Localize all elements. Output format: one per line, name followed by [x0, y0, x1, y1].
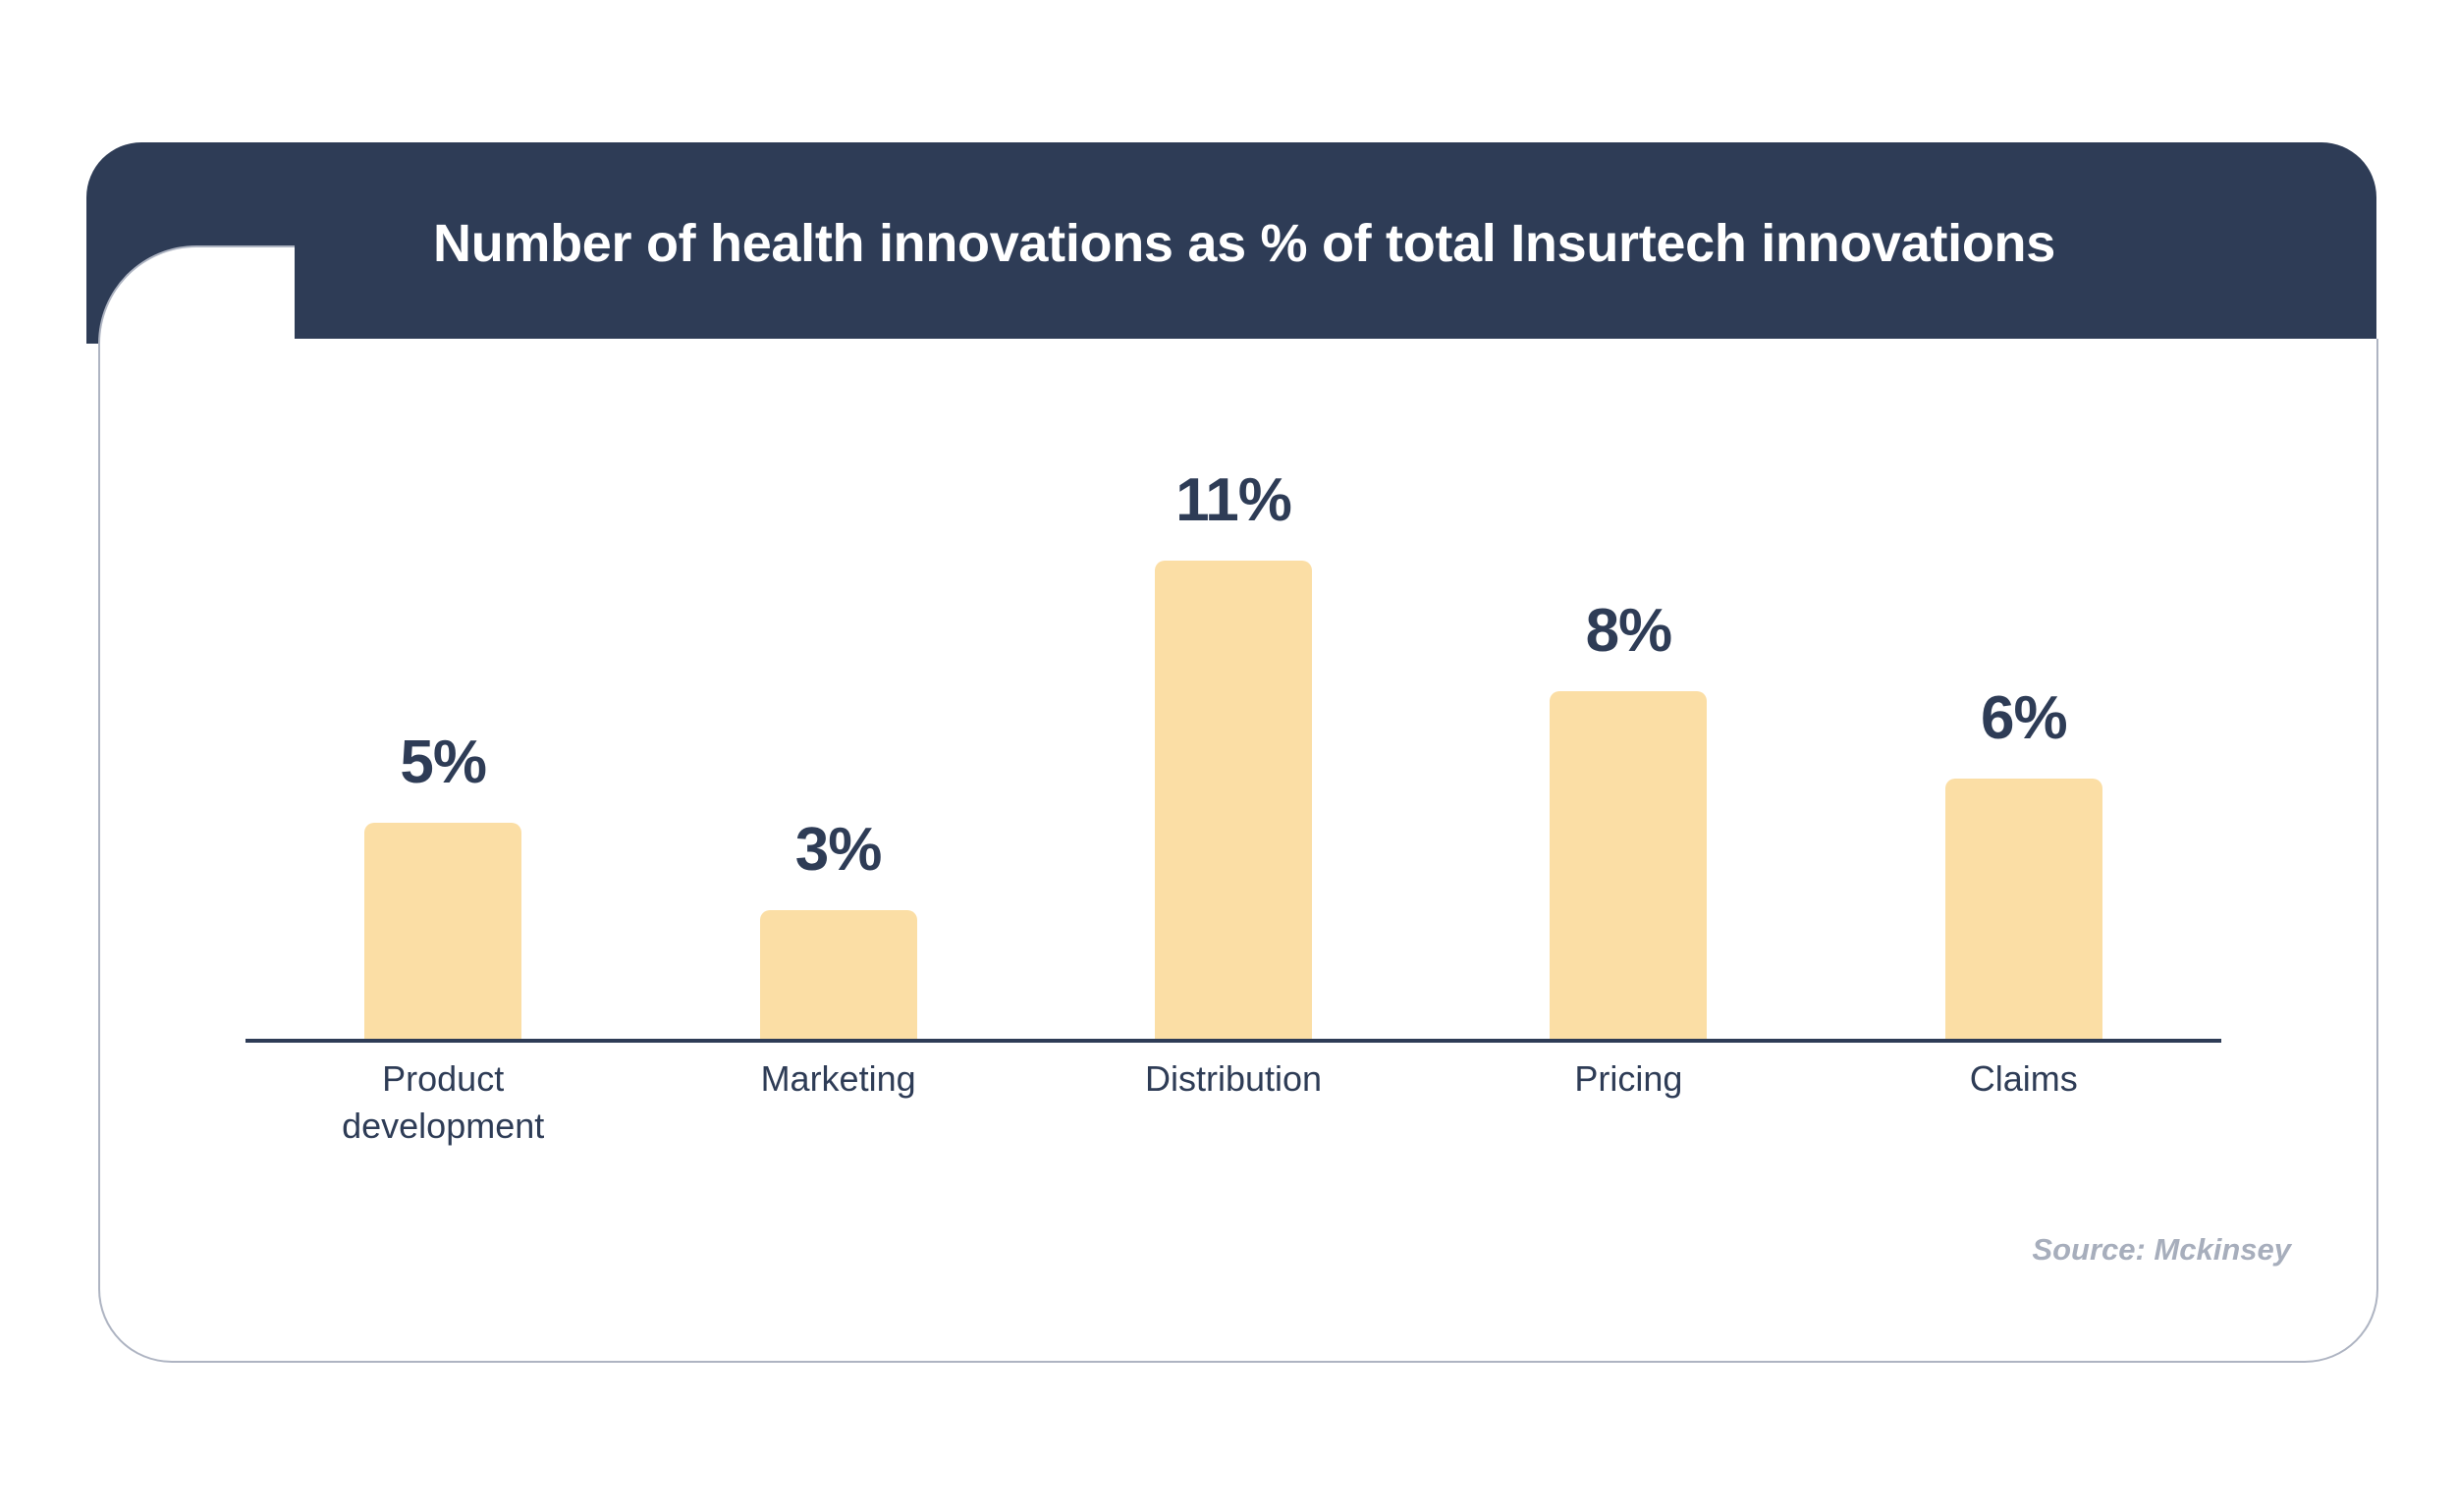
card-header-bar	[86, 142, 2376, 344]
x-axis-category-label: Product development	[342, 1058, 545, 1146]
chart-title: Number of health innovations as % of tot…	[433, 213, 2055, 273]
bar	[1944, 779, 2102, 1041]
bar	[759, 909, 917, 1041]
bar	[1550, 691, 1708, 1041]
bar	[1155, 561, 1312, 1041]
card-body-corner-notch	[98, 245, 295, 442]
source-attribution: Source: Mckinsey	[2032, 1232, 2291, 1267]
x-axis-line	[246, 1039, 2221, 1043]
bar-value-label: 11%	[1175, 466, 1292, 535]
bar-series: 5% 3% 11% 8% 6%	[246, 412, 2221, 1041]
bar-group: 11%	[1155, 412, 1312, 1041]
bar-group: 6%	[1944, 412, 2102, 1041]
bar-value-label: 5%	[400, 728, 487, 796]
bar-group: 8%	[1550, 412, 1708, 1041]
bar	[364, 822, 522, 1041]
bar-value-label: 3%	[794, 815, 883, 884]
x-axis-category-label: Pricing	[1574, 1058, 1683, 1099]
bar-value-label: 6%	[1980, 684, 2068, 753]
bar-group: 5%	[364, 412, 522, 1041]
bar-value-label: 8%	[1585, 597, 1673, 666]
x-axis-category-label: Distribution	[1144, 1058, 1323, 1099]
x-axis-category-label: Marketing	[760, 1058, 916, 1099]
x-axis-category-label: Claims	[1969, 1058, 2078, 1099]
bar-group: 3%	[759, 412, 917, 1041]
x-axis-category-labels: Product development Marketing Distribution…	[246, 1055, 2221, 1173]
